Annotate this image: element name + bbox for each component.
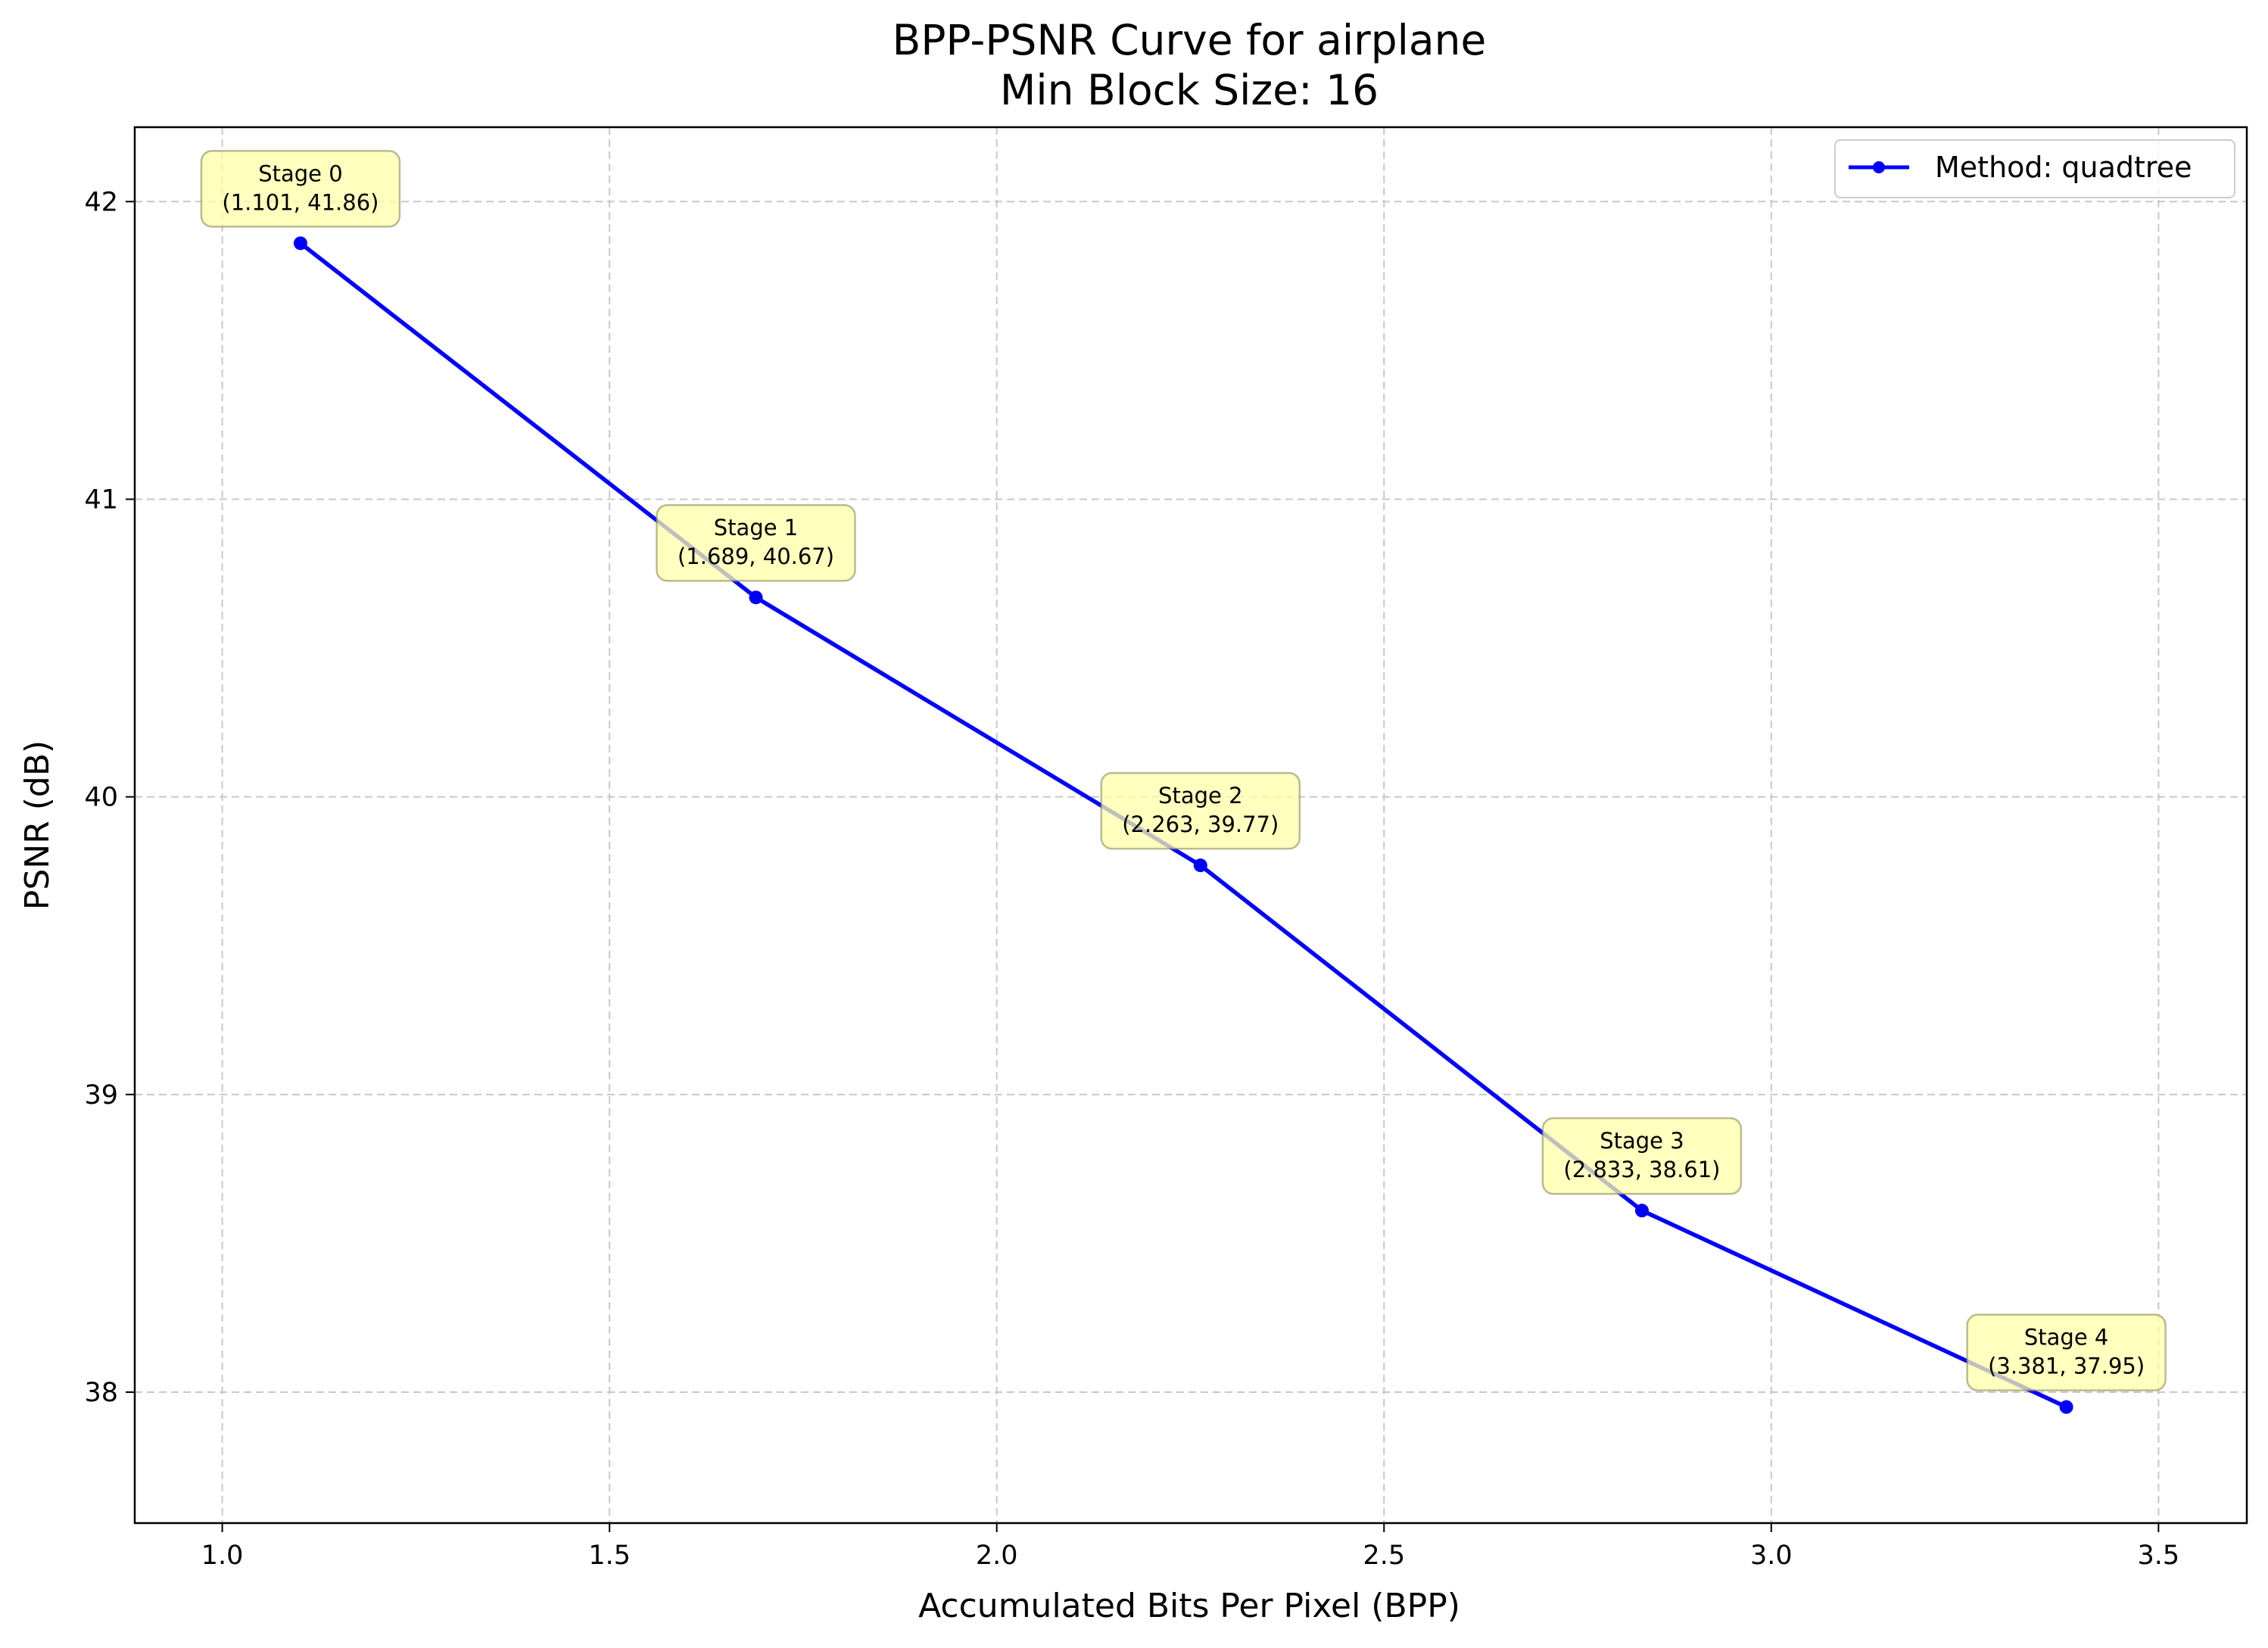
y-tick-label: 39 bbox=[84, 1080, 118, 1111]
x-tick-label: 2.0 bbox=[976, 1541, 1018, 1571]
annotation-stage-label: Stage 4 bbox=[2024, 1325, 2108, 1350]
x-tick-label: 1.0 bbox=[201, 1541, 244, 1571]
data-point bbox=[1193, 858, 1207, 873]
annotation-box bbox=[1541, 1117, 1743, 1195]
annotation-coordinates: (1.689, 40.67) bbox=[678, 544, 834, 569]
y-tick-label: 38 bbox=[84, 1378, 118, 1408]
x-axis-label: Accumulated Bits Per Pixel (BPP) bbox=[918, 1587, 1460, 1625]
y-tick-label: 42 bbox=[84, 187, 118, 217]
data-point bbox=[749, 590, 763, 605]
annotation-stage-label: Stage 1 bbox=[714, 515, 798, 541]
x-axis-ticks: 1.0 1.5 2.0 2.5 3.0 3.5 bbox=[201, 1523, 2179, 1571]
y-tick-label: 41 bbox=[84, 484, 118, 515]
annotation-coordinates: (1.101, 41.86) bbox=[222, 189, 379, 215]
x-tick-label: 1.5 bbox=[588, 1541, 631, 1571]
y-axis-label: PSNR (dB) bbox=[18, 740, 57, 910]
annotation-stage-label: Stage 2 bbox=[1158, 783, 1242, 808]
legend-label: Method: quadtree bbox=[1935, 151, 2192, 184]
series-group bbox=[293, 236, 2073, 1414]
annotation-box bbox=[656, 503, 856, 582]
legend: Method: quadtree bbox=[1834, 139, 2235, 198]
chart-title: BPP-PSNR Curve for airplane bbox=[893, 16, 1487, 64]
annotation-box bbox=[1100, 771, 1301, 850]
annotation-stage-label: Stage 0 bbox=[258, 160, 342, 186]
legend-marker bbox=[1873, 161, 1885, 173]
data-point bbox=[293, 236, 307, 251]
annotation-box bbox=[1966, 1313, 2167, 1391]
x-tick-label: 2.5 bbox=[1363, 1541, 1405, 1571]
plot-frame bbox=[133, 126, 2248, 1525]
annotation-stage-label: Stage 3 bbox=[1600, 1128, 1684, 1154]
annotation-box bbox=[200, 150, 401, 228]
annotation-coordinates: (2.263, 39.77) bbox=[1122, 812, 1279, 837]
annotation-coordinates: (3.381, 37.95) bbox=[1988, 1354, 2145, 1379]
y-tick-label: 40 bbox=[84, 783, 118, 813]
grid bbox=[135, 127, 2247, 1523]
chart-subtitle: Min Block Size: 16 bbox=[1000, 66, 1379, 114]
y-axis-ticks: 38 39 40 41 42 bbox=[84, 187, 135, 1408]
annotation-coordinates: (2.833, 38.61) bbox=[1563, 1157, 1720, 1182]
x-tick-label: 3.0 bbox=[1750, 1541, 1793, 1571]
annotations-group: Stage 0 (1.101, 41.86) Stage 1 (1.689, 40.6… bbox=[200, 150, 2167, 1391]
legend-box bbox=[1834, 139, 2235, 198]
x-tick-label: 3.5 bbox=[2138, 1541, 2180, 1571]
data-point bbox=[2059, 1400, 2073, 1414]
data-point bbox=[1634, 1204, 1649, 1218]
